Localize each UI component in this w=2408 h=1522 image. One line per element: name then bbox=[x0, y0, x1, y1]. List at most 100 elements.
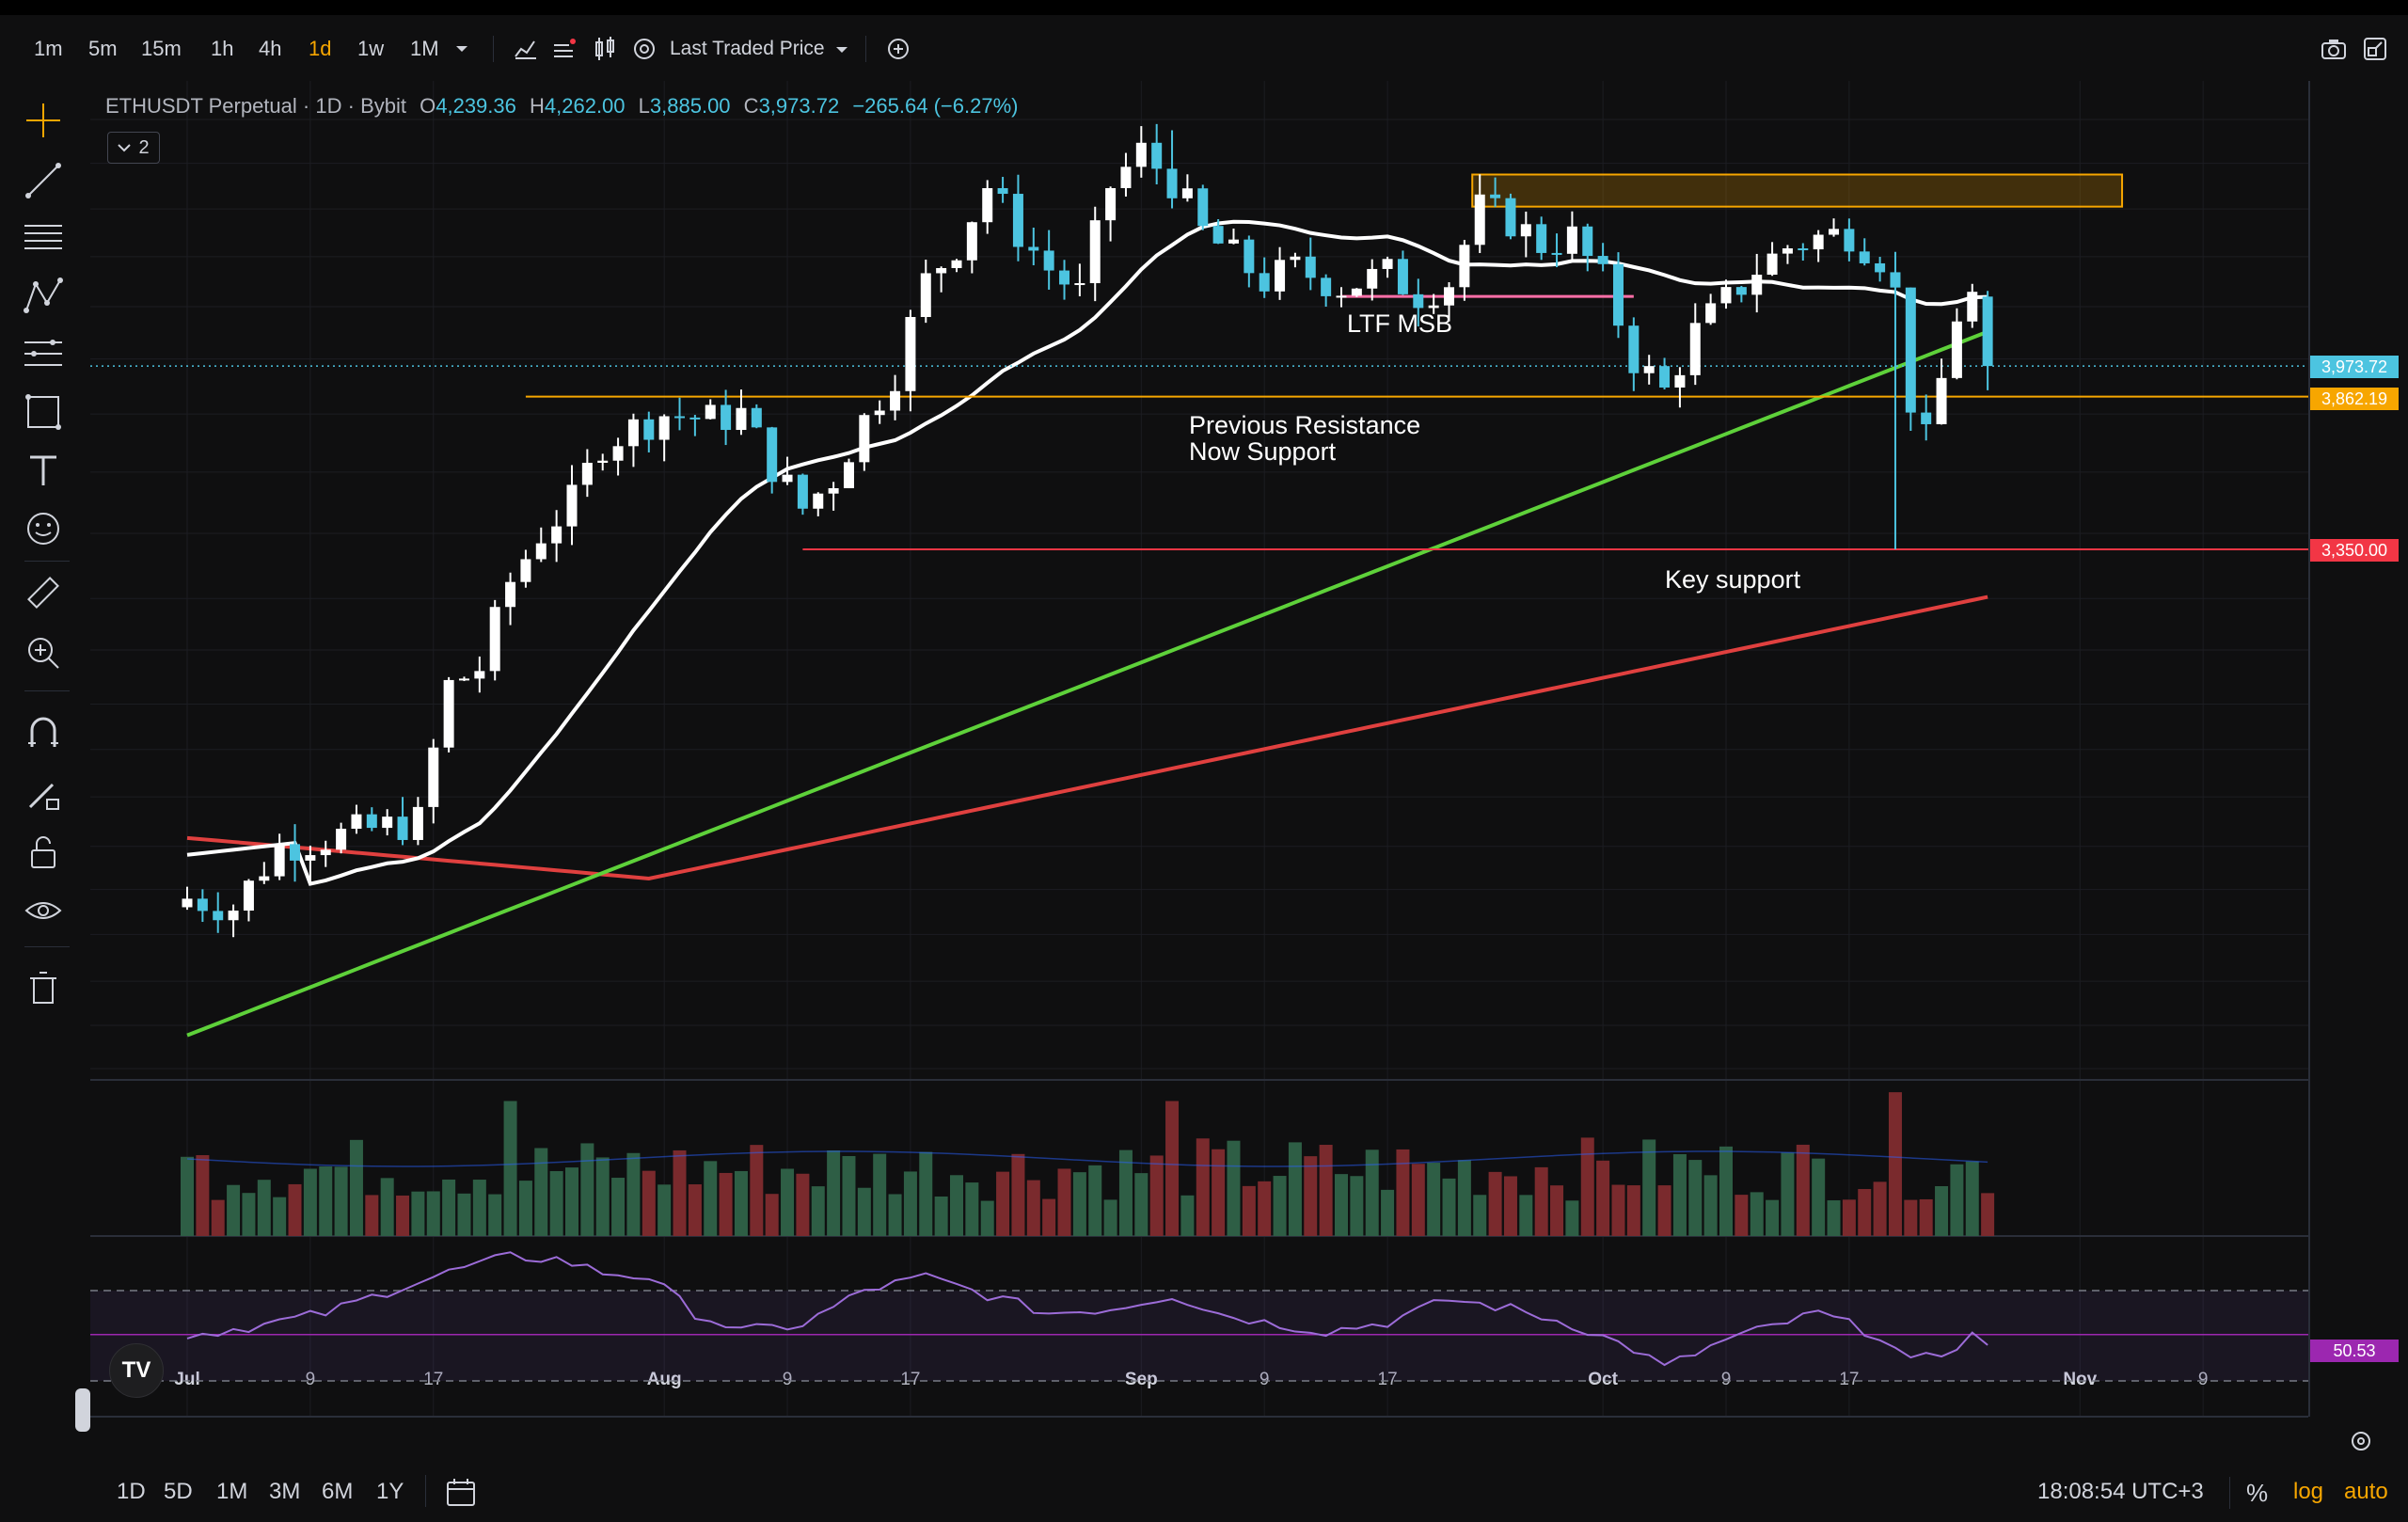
volume-bar bbox=[1473, 1195, 1487, 1236]
time-axis-label: 9 bbox=[783, 1370, 793, 1389]
timeframe-1m[interactable]: 1m bbox=[34, 37, 63, 60]
candle-style-icon[interactable] bbox=[591, 34, 619, 64]
volume-bar bbox=[303, 1168, 317, 1236]
volume-bar bbox=[688, 1184, 702, 1236]
toolbar-divider bbox=[24, 690, 70, 691]
clock-timezone[interactable]: 18:08:54 UTC+3 bbox=[2037, 1479, 2204, 1504]
candle-body bbox=[320, 849, 331, 856]
volume-bar bbox=[996, 1171, 1010, 1236]
volume-bar bbox=[1057, 1168, 1071, 1236]
annotation-previous-resistance[interactable]: Previous Resistance bbox=[1189, 411, 1421, 439]
lock-icon[interactable] bbox=[21, 830, 66, 875]
range-6M[interactable]: 6M bbox=[322, 1479, 354, 1504]
annotation-key-support[interactable]: Key support bbox=[1665, 565, 1801, 594]
chevron-down-icon[interactable] bbox=[448, 34, 476, 64]
range-5D[interactable]: 5D bbox=[164, 1479, 193, 1504]
calendar-range-icon[interactable] bbox=[444, 1475, 478, 1509]
trend-line-icon[interactable] bbox=[21, 158, 66, 203]
time-axis-label: 17 bbox=[1378, 1370, 1398, 1389]
candle-body bbox=[1012, 194, 1023, 247]
timeframe-1M[interactable]: 1M bbox=[410, 37, 439, 60]
timeframe-5m[interactable]: 5m bbox=[88, 37, 118, 60]
timeframe-1d[interactable]: 1d bbox=[309, 37, 332, 60]
range-1D[interactable]: 1D bbox=[117, 1479, 146, 1504]
percent-scale-toggle[interactable]: % bbox=[2246, 1479, 2269, 1507]
volume-bar bbox=[1935, 1186, 1949, 1236]
pattern-icon[interactable] bbox=[21, 273, 66, 318]
range-3M[interactable]: 3M bbox=[269, 1479, 301, 1504]
crosshair-icon[interactable] bbox=[21, 98, 66, 143]
fullscreen-icon[interactable] bbox=[2361, 34, 2389, 64]
interval-label: 1D bbox=[315, 94, 342, 118]
text-tool-icon[interactable] bbox=[21, 448, 66, 493]
zoom-in-icon[interactable] bbox=[21, 630, 66, 675]
volume-bar bbox=[1350, 1176, 1364, 1236]
camera-icon[interactable] bbox=[2320, 34, 2348, 64]
price-source-icon[interactable] bbox=[630, 34, 658, 64]
drawing-toolbar bbox=[0, 98, 87, 1415]
volume-bar bbox=[1457, 1160, 1471, 1236]
timeframe-15m[interactable]: 15m bbox=[141, 37, 182, 60]
range-1M[interactable]: 1M bbox=[216, 1479, 248, 1504]
volume-bar bbox=[396, 1195, 410, 1236]
timeframe-1h[interactable]: 1h bbox=[211, 37, 234, 60]
volume-bar bbox=[673, 1149, 687, 1236]
ruler-icon[interactable] bbox=[21, 570, 66, 615]
candle-body bbox=[920, 273, 931, 317]
candle-body bbox=[182, 898, 193, 908]
symbol-name[interactable]: ETHUSDT Perpetual bbox=[105, 94, 297, 118]
time-axis-label: Jul bbox=[174, 1370, 199, 1389]
pane-resize-handle[interactable] bbox=[75, 1388, 90, 1432]
timeframe-1w[interactable]: 1w bbox=[357, 37, 385, 60]
volume-bar bbox=[1950, 1164, 1964, 1236]
volume-bar bbox=[1827, 1200, 1841, 1236]
add-compare-icon[interactable] bbox=[884, 34, 912, 64]
candle-body bbox=[412, 806, 423, 840]
price-source-dropdown[interactable]: Last Traded Price bbox=[670, 34, 848, 64]
chart-canvas[interactable]: 5,000.004,800.004,600.004,400.004,200.00… bbox=[90, 81, 2310, 1435]
volume-bar bbox=[1965, 1161, 1979, 1236]
log-scale-toggle[interactable]: log bbox=[2293, 1479, 2324, 1504]
forecast-icon[interactable] bbox=[21, 331, 66, 376]
indicators-collapse-button[interactable]: 2 bbox=[107, 132, 160, 164]
auto-scale-toggle[interactable]: auto bbox=[2344, 1479, 2388, 1504]
volume-bar bbox=[1103, 1199, 1117, 1236]
annotation-ltf-msb[interactable]: LTF MSB bbox=[1347, 309, 1453, 338]
volume-bar bbox=[1750, 1192, 1764, 1236]
indicators-icon[interactable] bbox=[512, 34, 540, 64]
volume-bar bbox=[334, 1166, 348, 1236]
volume-bar bbox=[1180, 1195, 1195, 1236]
candle-body bbox=[1951, 321, 1962, 378]
tradingview-logo[interactable]: TV bbox=[109, 1343, 164, 1398]
eye-icon[interactable] bbox=[21, 888, 66, 933]
candle-body bbox=[1275, 260, 1286, 292]
candle-body bbox=[782, 474, 793, 483]
volume-bar bbox=[365, 1195, 379, 1236]
trash-icon[interactable] bbox=[21, 965, 66, 1010]
timeframe-4h[interactable]: 4h bbox=[259, 37, 282, 60]
range-1Y[interactable]: 1Y bbox=[376, 1479, 404, 1504]
candle-body bbox=[1151, 142, 1163, 169]
gear-icon[interactable] bbox=[2346, 1426, 2376, 1456]
emoji-icon[interactable] bbox=[21, 506, 66, 551]
toolbar-divider bbox=[24, 561, 70, 562]
fib-lines-icon[interactable] bbox=[21, 214, 66, 260]
volume-bar bbox=[1842, 1199, 1856, 1236]
annotation-now-support[interactable]: Now Support bbox=[1189, 437, 1337, 466]
candle-body bbox=[489, 607, 500, 672]
volume-bar bbox=[1335, 1174, 1348, 1236]
alerts-list-icon[interactable] bbox=[551, 34, 579, 64]
time-axis-label: 17 bbox=[900, 1370, 920, 1389]
pencil-lock-icon[interactable] bbox=[21, 771, 66, 816]
magnet-icon[interactable] bbox=[21, 711, 66, 756]
shape-icon[interactable] bbox=[21, 389, 66, 435]
candle-body bbox=[1536, 224, 1547, 253]
candle-body bbox=[813, 493, 824, 509]
volume-bar bbox=[796, 1173, 810, 1236]
candle-body bbox=[1643, 366, 1655, 373]
candle-body bbox=[1628, 325, 1640, 373]
candle-body bbox=[351, 814, 362, 830]
candle-body bbox=[1166, 168, 1178, 198]
candle-body bbox=[1259, 273, 1270, 292]
candle-body bbox=[1890, 272, 1901, 288]
